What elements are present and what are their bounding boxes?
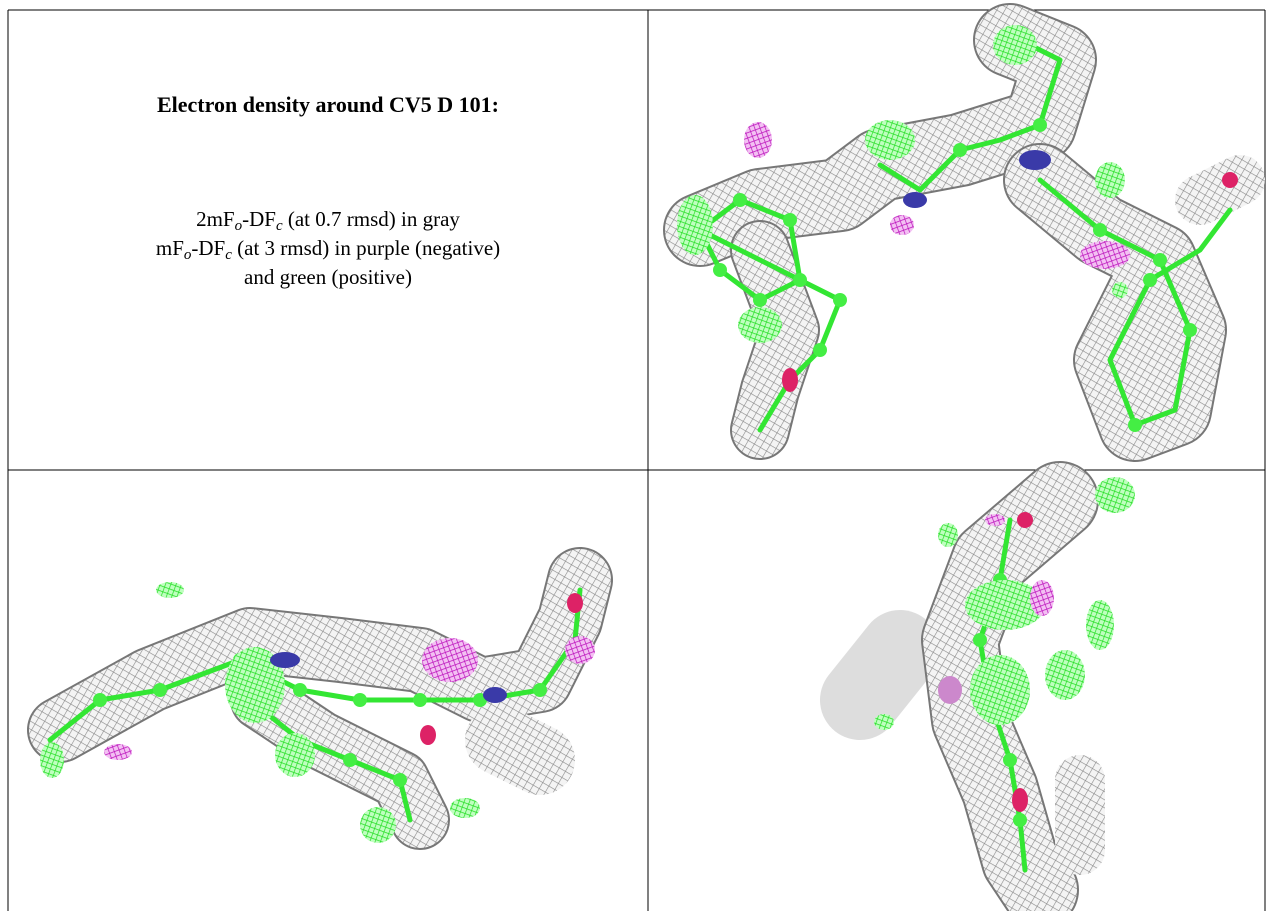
subscript: o <box>183 247 192 263</box>
text-run: and green (positive) <box>244 265 412 289</box>
text-run: (at 3 rmsd) in purple (negative) <box>231 236 501 260</box>
density-view-left <box>27 547 613 850</box>
subscript: o <box>234 218 243 234</box>
legend-line: mFo-DFc (at 3 rmsd) in purple (negative) <box>8 234 648 263</box>
subscript: c <box>275 218 283 234</box>
density-view-top <box>663 3 1265 462</box>
text-run: 2mF <box>196 207 235 231</box>
table-borders <box>7 9 1266 911</box>
density-view-right <box>820 461 1135 911</box>
text-run: -DF <box>191 236 226 260</box>
text-run: (at 0.7 rmsd) in gray <box>282 207 460 231</box>
panel-title: Electron density around CV5 D 101: <box>156 92 500 117</box>
legend-line: and green (positive) <box>8 263 648 292</box>
legend-text: 2mFo-DFc (at 0.7 rmsd) in gray mFo-DFc (a… <box>8 205 648 292</box>
subscript: c <box>225 247 232 263</box>
text-run: mF <box>155 236 184 260</box>
text-run: -DF <box>242 207 276 231</box>
legend-line: 2mFo-DFc (at 0.7 rmsd) in gray <box>8 205 648 234</box>
